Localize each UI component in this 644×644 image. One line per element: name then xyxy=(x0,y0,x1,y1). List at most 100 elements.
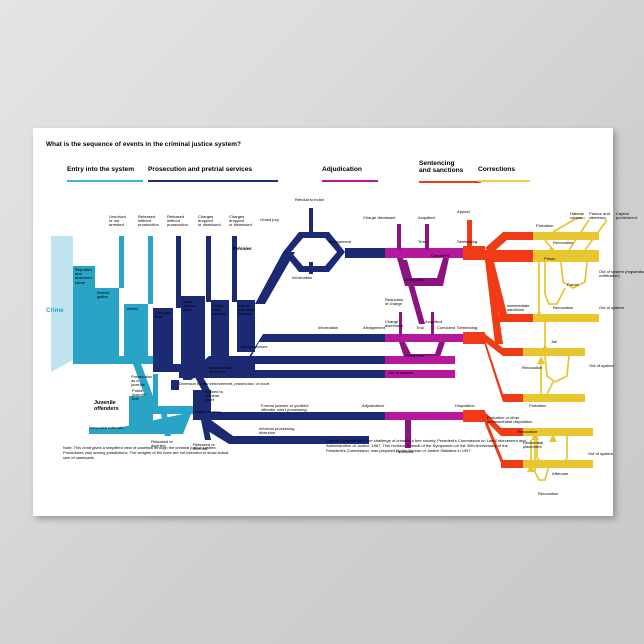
parole-revocation-loop xyxy=(544,262,566,305)
misdemeanor-out-of-system xyxy=(385,356,455,364)
label-released-wo-prosecution: Released without prosecution xyxy=(138,214,159,228)
juv-revocation-line xyxy=(532,427,542,437)
section-header-corrections: Corrections xyxy=(478,166,516,173)
reduction-of-charge xyxy=(401,260,425,324)
label-parole: Parole xyxy=(567,282,579,287)
disposition-node xyxy=(463,410,485,422)
label-arrest: Arrest xyxy=(127,306,138,311)
label-guilty-plea-1: Guilty plea xyxy=(404,277,424,282)
label-nonpolice-referrals: Nonpolice referrals xyxy=(89,425,123,430)
label-police-juvenile-unit: Police juvenile unit xyxy=(132,388,146,402)
section-header-sentencing: Sentencing and sanctions xyxy=(419,160,464,174)
investigation-bar xyxy=(95,288,119,356)
arraignment-band xyxy=(385,248,463,258)
jail-revocation-line xyxy=(546,381,554,395)
charges-dropped-riser-2 xyxy=(232,236,237,302)
habeas-line xyxy=(552,217,585,233)
misdemeanor-arraignment-band xyxy=(385,334,463,342)
crime-funnel xyxy=(51,236,73,372)
acquitted-riser-2 xyxy=(431,312,434,336)
label-jail: Jail xyxy=(551,339,558,344)
label-prison: Prison xyxy=(544,256,556,261)
juv-probation-band-y xyxy=(523,428,593,436)
label-grand-jury: Grand jury xyxy=(260,217,279,222)
label-intake-hearing: Intake hearing xyxy=(195,409,221,414)
section-underline-sentencing xyxy=(419,181,481,183)
juvenile-formal-band xyxy=(211,412,385,420)
label-released-juv: Released xyxy=(396,449,414,454)
parole-loop xyxy=(560,261,588,289)
label-prosecution-as-juvenile: Prosecution as a juvenile xyxy=(131,374,153,388)
label-formal-juvenile-processing: Formal juvenile or youthful offender cou… xyxy=(261,403,309,413)
label-out-of-system-3: Out of system xyxy=(589,363,614,368)
label-habeas-corpus: Habeas corpus xyxy=(570,211,584,221)
guilty-plea-loop-2 xyxy=(399,342,445,360)
juvenile-released-drop xyxy=(405,420,411,448)
arrow-revocation-1 xyxy=(547,246,557,254)
label-out-of-system-1: Out of system xyxy=(388,370,413,375)
note-text: Note: This chart gives a simplified view… xyxy=(63,445,229,461)
preliminary-hearing-bar xyxy=(211,300,229,360)
label-revocation-2: Revocation xyxy=(553,305,574,310)
unsuccessful-diversion-band xyxy=(183,356,385,380)
information-split xyxy=(309,262,313,274)
probation-band xyxy=(533,232,599,240)
intake-hearing-bar xyxy=(193,390,211,420)
label-probation-2: Probation xyxy=(529,403,547,408)
label-released-wo-pros-2: Released without prosecution xyxy=(167,214,188,228)
charges-dropped-riser-1 xyxy=(206,236,211,302)
arrow-probation-up xyxy=(537,356,545,364)
label-juvenile-offenders: Juvenile offenders xyxy=(94,400,119,412)
label-trial-1: Trial xyxy=(418,239,426,244)
misd-to-jail xyxy=(485,334,503,356)
informal-processing-band xyxy=(203,420,369,444)
label-charge-dismissed-2: Charge dismissed xyxy=(385,319,403,329)
label-out-of-system-2: Out of system xyxy=(599,305,624,310)
section-underline-prosecution xyxy=(148,180,278,182)
charges-filed-bar xyxy=(153,308,173,364)
bail-detention-bar xyxy=(237,300,255,352)
jail-probation-loop xyxy=(544,355,570,383)
label-sentencing-1: Sentencing xyxy=(457,239,478,244)
label-acquitted-1: Acquitted xyxy=(418,215,435,220)
label-disposition: Disposition xyxy=(455,403,475,408)
to-jail-drop xyxy=(485,260,503,344)
label-arraignment-2: Arraignment xyxy=(363,325,386,330)
charge-dismissed-riser-2 xyxy=(399,312,402,336)
jail-band xyxy=(523,348,585,356)
arrest-bar xyxy=(124,304,148,356)
flow-diagram xyxy=(51,208,608,481)
label-revocation-5: Revocation xyxy=(538,491,559,496)
disp-to-residential xyxy=(485,416,503,468)
arrow-intermediate xyxy=(535,310,543,318)
misd-to-probation xyxy=(485,340,503,402)
label-charges-dropped-2: Charges dropped or dismissed xyxy=(229,214,252,228)
diversion-band xyxy=(171,370,385,390)
label-residential-placement: Residential placement xyxy=(523,440,544,450)
unsolved-riser xyxy=(119,236,124,288)
label-waived-criminal-court: Waived to criminal court xyxy=(205,389,223,403)
label-informal-processing: Informal processing diversion xyxy=(259,426,295,436)
section-header-adjudication: Adjudication xyxy=(322,166,362,173)
acquitted-riser xyxy=(425,224,429,250)
label-probation-nonresidential: Probation or other nonresidential dispos… xyxy=(487,415,533,425)
juvenile-band xyxy=(153,406,201,414)
label-aftercare: Aftercare xyxy=(552,471,569,476)
intermediate-sanctions-band xyxy=(533,314,599,322)
label-charges-filed: Charges filed xyxy=(155,310,171,320)
juv-revocation-loop xyxy=(534,436,550,481)
flowchart-canvas: What is the sequence of events in the cr… xyxy=(33,128,644,516)
waived-to-criminal-court xyxy=(185,358,211,392)
label-revocation-1: Revocation xyxy=(553,240,574,245)
label-unsolved: Unsolved or not arrested xyxy=(109,214,126,228)
probation-band-2 xyxy=(523,394,585,402)
police-juvenile-riser xyxy=(153,374,158,410)
section-underline-corrections xyxy=(478,180,530,182)
arrow-jail xyxy=(541,344,549,352)
label-out-of-system-4: Out of system xyxy=(588,451,613,456)
juvenile-adjudication-band xyxy=(385,412,463,420)
aftercare-loop xyxy=(536,436,568,467)
pardon-line xyxy=(568,219,590,251)
entry-juvenile-spur xyxy=(133,364,153,396)
section-header-prosecution: Prosecution and pretrial services xyxy=(148,166,253,173)
